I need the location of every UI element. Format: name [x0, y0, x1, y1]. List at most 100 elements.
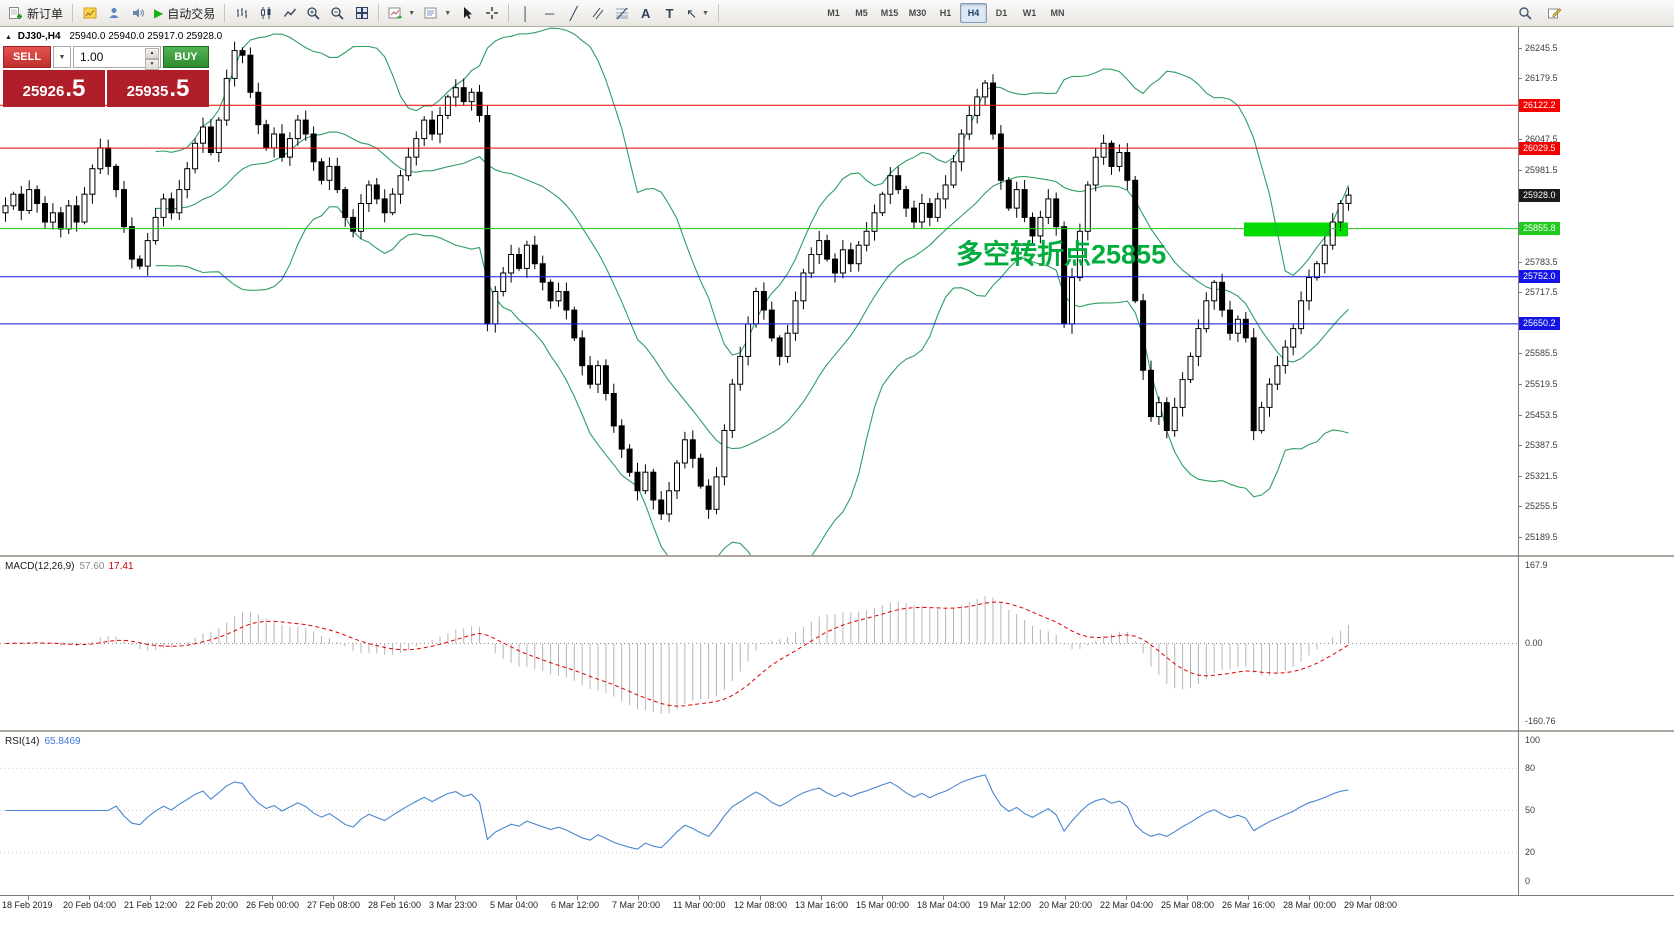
axis-tick	[1518, 445, 1522, 447]
bar-chart-icon	[236, 8, 247, 18]
time-axis-label: 22 Mar 04:00	[1100, 900, 1154, 910]
time-axis-tick	[28, 896, 29, 900]
timeframe-button-m1[interactable]: M1	[827, 8, 840, 18]
timeframe-button-m5[interactable]: M5	[855, 8, 868, 18]
volume-input[interactable]	[74, 47, 160, 67]
bar-chart-button[interactable]	[230, 2, 253, 24]
text-icon: A	[640, 5, 651, 21]
tile-windows-button[interactable]	[350, 2, 373, 24]
time-axis-tick	[882, 896, 883, 900]
new-order-button[interactable]: 新订单	[4, 2, 67, 24]
dropdown-caret-icon: ▼	[702, 9, 709, 17]
charts-button[interactable]	[78, 2, 101, 24]
price-axis[interactable]: 26245.5 26179.5 26047.5 25981.5 25783.5 25717…	[1518, 0, 1674, 949]
timeframe-button-h1[interactable]: H1	[939, 8, 952, 18]
rsi-axis-label: 20	[1525, 847, 1536, 858]
axis-tick	[1518, 169, 1522, 171]
toolbar-separator	[508, 4, 510, 22]
tile-windows-icon	[355, 7, 368, 19]
line-chart-button[interactable]	[278, 2, 301, 24]
collapse-panel-icon[interactable]: ▲	[5, 34, 12, 41]
text-tool-button[interactable]: A	[634, 2, 657, 24]
order-type-dropdown[interactable]: ▼	[53, 46, 71, 68]
compose-button[interactable]	[1543, 2, 1566, 24]
timeframe-button-d1[interactable]: D1	[995, 8, 1008, 18]
line-chart-icon	[283, 8, 296, 17]
time-axis-label: 29 Mar 08:00	[1344, 900, 1398, 910]
rsi-axis-label: 0	[1525, 875, 1531, 886]
highlight-zone[interactable]	[1244, 222, 1348, 237]
speaker-icon	[132, 8, 144, 18]
volume-down-button[interactable]: ▼	[145, 59, 159, 70]
zoom-in-button[interactable]	[302, 2, 325, 24]
templates-button[interactable]: ▼	[420, 2, 455, 24]
autotrading-button[interactable]: ▶ 自动交易	[150, 2, 219, 24]
indicators-button[interactable]: ▼	[384, 2, 419, 24]
price-axis-label: 25981.5	[1525, 164, 1558, 175]
chart-annotation[interactable]: 多空转折点25855	[956, 238, 1166, 269]
label-tool-button[interactable]: T	[658, 2, 681, 24]
bollinger-lower-band	[155, 206, 1349, 555]
time-axis[interactable]: 18 Feb 2019 20 Feb 04:00 21 Feb 12:00 22 Fe…	[0, 895, 1674, 920]
time-axis-tick	[1370, 896, 1371, 900]
arrow-icon: ↖	[686, 5, 698, 21]
symbol-search-button[interactable]	[1514, 2, 1537, 24]
price-axis-label: 25783.5	[1525, 256, 1558, 267]
main-chart-panel[interactable]: 多空转折点25855	[0, 27, 1518, 555]
macd-panel[interactable]	[0, 557, 1518, 730]
timeframe-button-w1[interactable]: W1	[1022, 8, 1037, 18]
trendline-tool-button[interactable]: ╱	[562, 2, 585, 24]
time-axis-tick	[699, 896, 700, 900]
macd-histogram	[12, 595, 1349, 714]
time-axis-tick	[1309, 896, 1310, 900]
macd-signal-line	[5, 601, 1349, 707]
timeframe-button-m30[interactable]: M30	[908, 8, 927, 18]
time-axis-label: 18 Mar 04:00	[917, 900, 971, 910]
vertical-line-tool-button[interactable]: │	[514, 2, 537, 24]
zoom-in-icon	[307, 6, 320, 20]
profile-icon	[109, 8, 119, 18]
profile-button[interactable]	[102, 2, 125, 24]
toolbar-separator	[717, 4, 719, 22]
panel-splitter[interactable]	[0, 730, 1674, 732]
time-axis-tick	[211, 896, 212, 900]
ohlc-values: 25940.0 25940.0 25917.0 25928.0	[69, 31, 223, 42]
time-axis-tick	[1126, 896, 1127, 900]
buy-button[interactable]: BUY	[163, 46, 209, 68]
price-axis-label: 25519.5	[1525, 378, 1558, 389]
buy-price-box[interactable]: 25935.5	[107, 70, 209, 107]
alerts-button[interactable]	[126, 2, 149, 24]
time-axis-label: 3 Mar 23:00	[429, 900, 478, 910]
sell-button[interactable]: SELL	[3, 46, 51, 68]
panel-splitter[interactable]	[0, 555, 1674, 557]
arrow-tool-button[interactable]: ↖ ▼	[682, 2, 713, 24]
dropdown-caret-icon: ▼	[408, 9, 416, 17]
trendline-icon: ╱	[569, 5, 578, 21]
time-axis-label: 27 Feb 08:00	[307, 900, 361, 910]
timeframe-button-m15[interactable]: M15	[880, 8, 899, 18]
rsi-panel[interactable]	[0, 732, 1518, 895]
toolbar-separator	[378, 4, 380, 22]
crosshair-button[interactable]	[480, 2, 503, 24]
horizontal-line-tool-button[interactable]: ─	[538, 2, 561, 24]
timeframe-button-mn[interactable]: MN	[1050, 8, 1065, 18]
sell-price-box[interactable]: 25926.5	[3, 70, 105, 107]
time-axis-tick	[1248, 896, 1249, 900]
time-axis-label: 15 Mar 00:00	[856, 900, 910, 910]
volume-field-wrap: ▲ ▼	[73, 46, 161, 70]
cursor-button[interactable]	[456, 2, 479, 24]
fibonacci-tool-button[interactable]	[610, 2, 633, 24]
rsi-axis-label: 50	[1525, 805, 1536, 815]
time-axis-label: 18 Feb 2019	[2, 900, 53, 910]
zoom-out-button[interactable]	[326, 2, 349, 24]
timeframe-button-h4[interactable]: H4	[959, 3, 987, 23]
candle-chart-button[interactable]	[254, 2, 277, 24]
time-axis-tick	[89, 896, 90, 900]
macd-signal-value: 17.41	[108, 561, 134, 572]
axis-tick	[1518, 292, 1522, 294]
volume-up-button[interactable]: ▲	[145, 48, 159, 59]
zoom-out-icon	[331, 6, 344, 20]
time-axis-label: 7 Mar 20:00	[612, 900, 661, 910]
indicators-icon	[388, 7, 403, 19]
channel-tool-button[interactable]	[586, 2, 609, 24]
